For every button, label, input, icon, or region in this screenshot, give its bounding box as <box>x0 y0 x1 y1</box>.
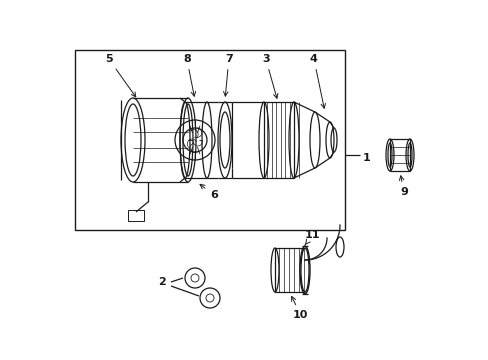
Text: 5: 5 <box>105 54 136 97</box>
Text: 2: 2 <box>158 277 165 287</box>
Text: 9: 9 <box>399 176 407 197</box>
Text: 8: 8 <box>183 54 195 96</box>
Text: 11: 11 <box>305 230 320 245</box>
Text: 10: 10 <box>291 297 308 320</box>
Text: 6: 6 <box>200 184 218 200</box>
Text: 4: 4 <box>309 54 325 108</box>
Text: 7: 7 <box>223 54 232 96</box>
Text: 3: 3 <box>262 54 277 98</box>
Bar <box>75 50 345 230</box>
Text: 1: 1 <box>362 153 370 163</box>
Bar <box>128 210 143 221</box>
